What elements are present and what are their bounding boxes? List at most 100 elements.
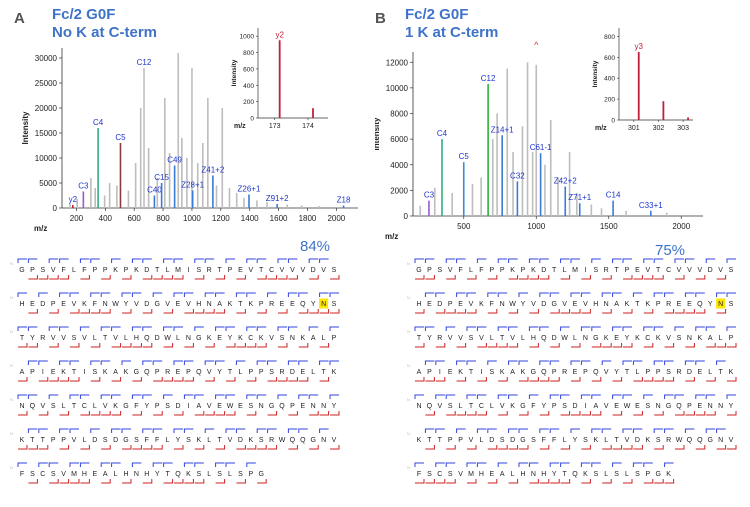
n-terminal-fragment-mark (225, 428, 235, 433)
c-terminal-fragment-mark (571, 411, 581, 416)
residue: P (427, 267, 432, 274)
residue: K (510, 403, 515, 410)
inset-y-tick-label: 800 (604, 34, 615, 41)
residue: L (238, 369, 242, 376)
x-tick-label: 1000 (183, 214, 201, 223)
residue: Q (300, 301, 306, 308)
c-terminal-fragment-mark (706, 377, 716, 382)
c-terminal-fragment-mark (456, 411, 467, 416)
residue: N (103, 301, 108, 308)
n-terminal-fragment-mark (466, 326, 476, 331)
c-terminal-fragment-mark (467, 479, 477, 484)
residue: L (93, 403, 97, 410)
c-terminal-fragment-mark (194, 411, 205, 416)
n-terminal-fragment-mark (319, 292, 329, 297)
residue: P (155, 403, 160, 410)
residue: C (645, 335, 650, 342)
residue: E (61, 301, 66, 308)
c-terminal-fragment-mark (633, 445, 643, 450)
n-terminal-fragment-mark (632, 462, 643, 467)
n-terminal-fragment-mark (570, 360, 580, 365)
residue: D (155, 335, 160, 342)
residue: S (51, 403, 56, 410)
residue: K (500, 369, 505, 376)
residue: D (572, 403, 577, 410)
n-terminal-fragment-mark (163, 258, 173, 263)
c-terminal-fragment-mark (664, 343, 675, 348)
inset-x-axis-label: m/z (595, 125, 607, 132)
c-terminal-fragment-mark (560, 445, 571, 450)
row-terminus-mark: N (407, 431, 410, 436)
residue: K (134, 267, 139, 274)
x-tick-label: 500 (457, 222, 471, 231)
residue: S (92, 369, 97, 376)
n-terminal-fragment-mark (653, 326, 664, 331)
residue: K (207, 335, 212, 342)
y-axis-label: Intensity (21, 111, 30, 144)
residue: H (134, 335, 139, 342)
residue: V (583, 301, 588, 308)
n-terminal-fragment-mark (194, 258, 204, 263)
c-terminal-fragment-mark (727, 445, 737, 450)
c-terminal-fragment-mark (70, 309, 80, 314)
n-terminal-fragment-mark (100, 292, 111, 297)
c-terminal-fragment-mark (706, 411, 716, 416)
n-terminal-fragment-mark (424, 258, 435, 263)
residue: Q (697, 301, 703, 308)
c-terminal-fragment-mark (38, 445, 49, 450)
residue: C (666, 267, 671, 274)
c-terminal-fragment-mark (205, 343, 215, 348)
n-terminal-fragment-mark (79, 258, 90, 263)
residue: V (729, 437, 734, 444)
c-terminal-fragment-mark (153, 411, 163, 416)
residue: L (459, 403, 463, 410)
residue: G (666, 403, 671, 410)
c-terminal-fragment-mark (319, 343, 330, 348)
c-terminal-fragment-mark (643, 377, 654, 382)
c-terminal-fragment-mark (319, 377, 330, 382)
residue: I (187, 267, 189, 274)
n-terminal-fragment-mark (131, 326, 142, 331)
inset-y-tick-label: 200 (243, 99, 254, 106)
n-terminal-fragment-mark (287, 292, 298, 297)
residue: Q (290, 437, 296, 444)
residue: E (614, 403, 619, 410)
residue: E (217, 335, 222, 342)
c-terminal-fragment-mark (174, 275, 184, 280)
c-terminal-fragment-mark (28, 479, 38, 484)
n-terminal-fragment-mark (287, 360, 298, 365)
residue: L (511, 471, 515, 478)
inset-peak-label: y2 (275, 30, 284, 39)
n-terminal-fragment-mark (111, 462, 121, 467)
c-terminal-fragment-mark (716, 309, 727, 314)
x-axis-label: m/z (385, 232, 398, 240)
residue: T (718, 369, 723, 376)
c-terminal-fragment-mark (623, 343, 633, 348)
c-terminal-fragment-mark (716, 343, 727, 348)
residue: L (207, 437, 211, 444)
c-terminal-fragment-mark (132, 411, 142, 416)
residue: Q (676, 403, 682, 410)
c-terminal-fragment-mark (330, 411, 340, 416)
residue: P (155, 369, 160, 376)
c-terminal-fragment-mark (519, 275, 529, 280)
peak-label: C33+1 (639, 201, 663, 210)
n-terminal-fragment-mark (549, 462, 560, 467)
c-terminal-fragment-mark (163, 275, 174, 280)
inset-y-tick-label: 600 (243, 66, 254, 73)
c-terminal-fragment-mark (529, 377, 539, 382)
residue: E (489, 471, 494, 478)
residue: F (490, 301, 494, 308)
c-terminal-fragment-mark (28, 275, 38, 280)
residue: F (479, 267, 483, 274)
c-terminal-fragment-mark (623, 479, 633, 484)
residue: N (583, 335, 588, 342)
c-terminal-fragment-mark (49, 309, 59, 314)
residue: S (469, 335, 474, 342)
c-terminal-fragment-mark (643, 479, 654, 484)
inset-y-axis-label: Intensity (592, 60, 599, 87)
residue: P (61, 437, 66, 444)
residue: S (729, 301, 734, 308)
n-terminal-fragment-mark (705, 394, 716, 399)
residue: L (719, 335, 723, 342)
